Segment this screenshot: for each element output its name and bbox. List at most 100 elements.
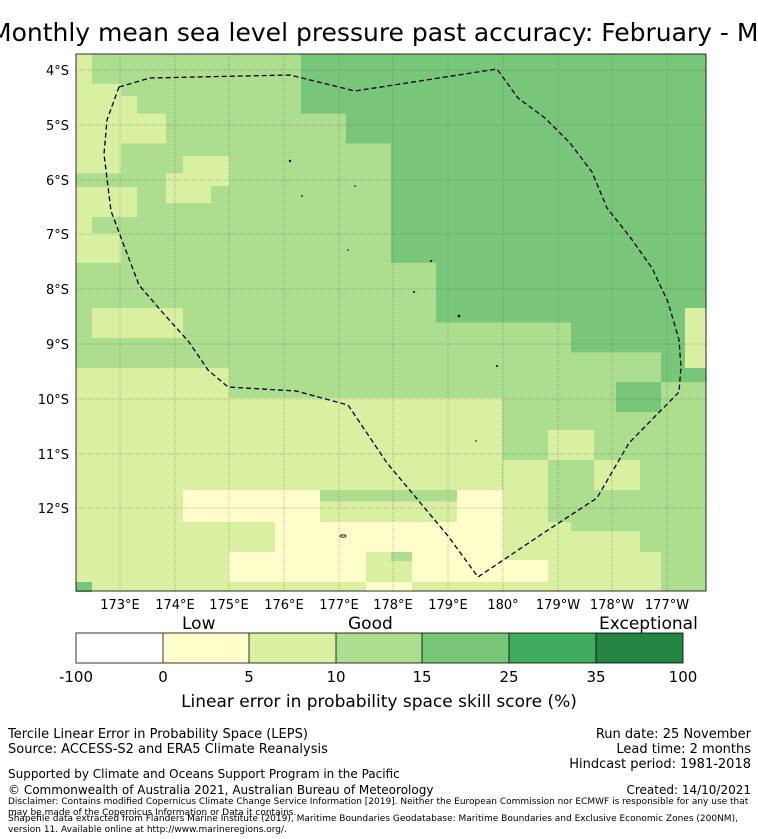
skill-cell: [526, 83, 572, 115]
skill-cell: [571, 262, 617, 294]
skill-cell: [661, 203, 707, 234]
skill-cell: [301, 262, 347, 294]
skill-cell: [391, 352, 437, 383]
island: [288, 159, 292, 163]
colorbar: [75, 632, 684, 664]
skill-cell: [481, 262, 527, 294]
skill-cell: [391, 203, 437, 234]
skill-cell: [661, 441, 707, 473]
skill-cell: [166, 113, 212, 144]
lon-tick-label: 173°E: [100, 598, 140, 613]
skill-cell: [301, 322, 347, 353]
footer-copyright: © Commonwealth of Australia 2021, Austra…: [8, 783, 434, 797]
skill-cell: [366, 582, 412, 592]
island: [413, 291, 415, 293]
colorbar-segment: [76, 633, 163, 663]
skill-cell: [301, 113, 347, 144]
skill-cell: [229, 552, 366, 582]
lat-tick-label: 6°S: [46, 174, 69, 189]
colorbar-tick: 100: [668, 668, 698, 686]
skill-cell: [211, 113, 257, 144]
skill-cell: [571, 54, 617, 85]
colorbar-tick: 15: [412, 668, 432, 686]
skill-cell: [457, 490, 503, 552]
skill-cell: [346, 54, 392, 85]
skill-cell: [616, 143, 662, 174]
skill-cell: [661, 412, 707, 443]
skill-cell: [661, 113, 707, 144]
footer-support: Supported by Climate and Oceans Support …: [8, 767, 400, 781]
skill-cell: [121, 501, 167, 532]
skill-cell: [391, 292, 437, 323]
skill-cell: [211, 292, 257, 323]
skill-cell: [256, 262, 302, 294]
colorbar-frame: [75, 632, 684, 664]
skill-cell: [76, 66, 92, 96]
skill-grid: [76, 54, 707, 592]
skill-cell: [346, 203, 392, 234]
skill-cell: [121, 262, 167, 294]
island: [457, 314, 461, 318]
legend-class-good: Good: [348, 614, 393, 634]
skill-cell: [526, 233, 572, 264]
skill-cell: [211, 83, 257, 115]
skill-cell: [346, 173, 392, 204]
skill-cell: [571, 292, 617, 323]
skill-cell: [481, 292, 527, 323]
skill-cell: [661, 83, 707, 115]
skill-cell: [685, 308, 706, 368]
skill-cell: [661, 54, 707, 85]
skill-cell: [661, 382, 707, 413]
skill-cell: [301, 83, 347, 115]
skill-cell: [526, 113, 572, 144]
skill-cell: [526, 322, 572, 353]
skill-cell: [346, 262, 392, 294]
skill-cell: [571, 203, 617, 234]
lon-tick-label: 175°E: [209, 598, 249, 613]
chart-title: Monthly mean sea level pressure past acc…: [0, 18, 758, 50]
disclaimer: Disclaimer: Contains modified Copernicus…: [8, 797, 749, 818]
island: [354, 185, 356, 187]
lat-tick-label: 5°S: [46, 119, 69, 134]
latitude-axis: 4°S 5°S 6°S 7°S 8°S 9°S 10°S 11°S 12°S: [38, 64, 69, 517]
colorbar-tick: 10: [326, 668, 346, 686]
skill-cell: [661, 561, 707, 592]
lon-tick-label: 177°W: [645, 598, 689, 613]
skill-cell: [571, 352, 617, 383]
skill-cell: [526, 382, 572, 413]
skill-cell: [391, 173, 437, 204]
skill-cell: [481, 233, 527, 264]
chart-title-text: Monthly mean sea level pressure past acc…: [0, 18, 758, 47]
skill-cell: [76, 368, 229, 398]
hindcast-period: Hindcast period: 1981-2018: [569, 757, 751, 772]
skill-cell: [275, 522, 457, 552]
skill-cell: [616, 54, 662, 85]
skill-cell: [481, 113, 527, 144]
lat-tick-label: 11°S: [38, 448, 69, 463]
skill-cell: [76, 217, 92, 247]
footer-source: Source: ACCESS-S2 and ERA5 Climate Reana…: [8, 742, 328, 757]
lat-tick-label: 12°S: [38, 502, 69, 517]
map-frame: [75, 53, 707, 592]
lon-tick-label: 178°W: [590, 598, 634, 613]
skill-cell: [436, 233, 482, 264]
skill-cell: [571, 382, 617, 413]
colorbar-tick: -100: [58, 668, 94, 686]
skill-cell: [346, 83, 392, 115]
skill-cell: [661, 471, 707, 502]
skill-cell: [166, 203, 212, 234]
skill-cell: [346, 233, 392, 264]
colorbar-tick: 25: [499, 668, 519, 686]
colorbar-tick: 35: [586, 668, 606, 686]
skill-cell: [571, 561, 617, 592]
skill-cell: [571, 173, 617, 204]
skill-cell: [436, 292, 482, 323]
skill-cell: [76, 398, 229, 490]
lon-tick-label: 178°E: [373, 598, 413, 613]
skill-map: 4°S 5°S 6°S 7°S 8°S 9°S 10°S 11°S 12°S 173°E 174°…: [38, 53, 707, 664]
skill-cell: [229, 54, 274, 66]
skill-cell: [256, 203, 302, 234]
skill-cell: [481, 143, 527, 174]
skill-cell: [76, 531, 122, 562]
island: [339, 534, 347, 538]
